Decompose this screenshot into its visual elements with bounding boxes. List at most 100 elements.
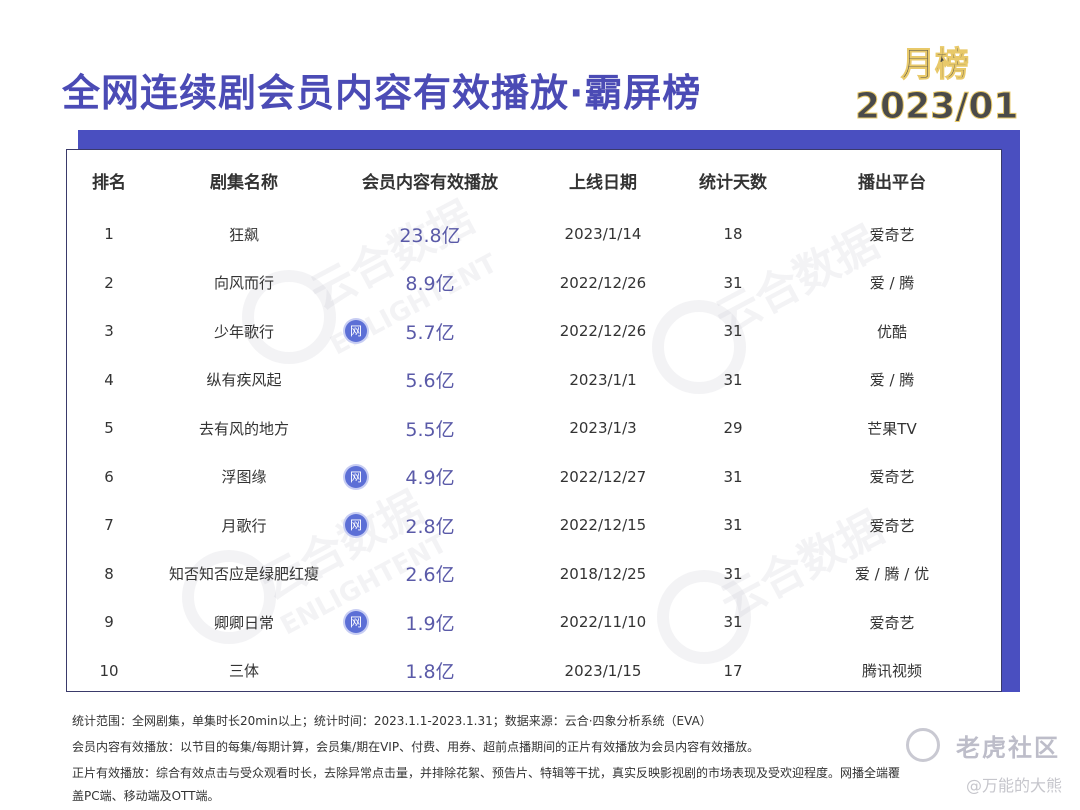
web-series-icon: 网 — [345, 514, 367, 537]
table-row: 1 狂飙 23.8亿 2023/1/14 18 爱奇艺 — [67, 210, 1001, 259]
web-series-icon: 网 — [345, 611, 367, 634]
plays-value: 5.5亿 — [405, 418, 455, 441]
column-header-date: 上线日期 — [569, 172, 637, 193]
days-cell: 31 — [723, 322, 743, 341]
plays-value: 5.6亿 — [405, 370, 455, 393]
name-cell: 向风而行 — [213, 274, 274, 293]
platform-cell: 腾讯视频 — [861, 662, 922, 681]
name-cell: 浮图缘 — [221, 468, 267, 487]
platform-cell: 爱奇艺 — [869, 613, 915, 632]
table-row: 10 三体 1.8亿 2023/1/15 17 腾讯视频 — [67, 647, 1001, 696]
plays-cell: 23.8亿 — [337, 210, 523, 259]
date-cell: 2023/1/3 — [569, 419, 637, 438]
plays-cell: 8.9亿 — [337, 259, 523, 308]
table-row: 2 向风而行 8.9亿 2022/12/26 31 爱 / 腾 — [67, 259, 1001, 308]
date-cell: 2023/1/1 — [569, 370, 637, 389]
name-cell: 狂飙 — [228, 225, 259, 244]
table-header-row: 排名 剧集名称 会员内容有效播放 上线日期 统计天数 播出平台 — [67, 150, 1001, 210]
plays-cell: 2.6亿 — [337, 550, 523, 599]
date-cell: 2023/1/15 — [564, 661, 642, 680]
date-cell: 2022/12/26 — [559, 273, 647, 292]
rank-cell: 2 — [104, 273, 114, 292]
column-header-plays: 会员内容有效播放 — [362, 172, 498, 193]
ranking-table: 排名 剧集名称 会员内容有效播放 上线日期 统计天数 播出平台 1 狂飙 23.8亿… — [67, 150, 1001, 695]
name-cell: 卿卿日常 — [213, 613, 274, 632]
web-series-icon: 网 — [345, 320, 367, 343]
days-cell: 31 — [723, 273, 743, 292]
date-cell: 2022/12/27 — [559, 467, 647, 486]
name-cell: 月歌行 — [221, 516, 267, 535]
days-cell: 31 — [723, 370, 743, 389]
plays-value: 5.7亿 — [405, 321, 455, 344]
name-cell: 知否知否应是绿肥红瘦 — [168, 565, 319, 584]
footnote-member-plays: 会员内容有效播放：以节目的每集/每期计算，会员集/期在VIP、付费、用券、超前点… — [72, 740, 760, 754]
column-header-rank: 排名 — [92, 172, 126, 193]
plays-value: 2.8亿 — [405, 515, 455, 538]
corner-brand: 老虎社区 — [956, 734, 1060, 762]
rank-cell: 1 — [104, 225, 114, 244]
badge-date: 2023/01 — [855, 86, 1019, 128]
rank-cell: 4 — [104, 370, 114, 389]
date-cell: 2022/12/26 — [559, 322, 647, 341]
days-cell: 31 — [723, 613, 743, 632]
plays-cell: 1.8亿 — [337, 647, 523, 696]
footnote-scope: 统计范围：全网剧集，单集时长20min以上；统计时间：2023.1.1-2023… — [72, 714, 712, 728]
plays-cell: 5.5亿 — [337, 404, 523, 453]
rank-cell: 5 — [104, 419, 114, 438]
column-header-days: 统计天数 — [699, 172, 767, 193]
table-row: 6 浮图缘 网 4.9亿 2022/12/27 31 爱奇艺 — [67, 453, 1001, 502]
rank-cell: 9 — [104, 613, 114, 632]
badge-label: 月榜 — [901, 45, 970, 86]
date-cell: 2018/12/25 — [559, 564, 647, 583]
days-cell: 18 — [723, 225, 743, 244]
rank-cell: 3 — [104, 322, 114, 341]
name-cell: 纵有疾风起 — [206, 371, 282, 390]
platform-cell: 爱奇艺 — [869, 468, 915, 487]
platform-cell: 爱奇艺 — [869, 516, 915, 535]
platform-cell: 爱 / 腾 — [869, 274, 915, 293]
rank-cell: 7 — [104, 516, 114, 535]
corner-handle: @万能的大熊 — [965, 776, 1062, 795]
rank-cell: 10 — [99, 661, 119, 680]
table-row: 5 去有风的地方 5.5亿 2023/1/3 29 芒果TV — [67, 404, 1001, 453]
plays-value: 1.8亿 — [405, 661, 455, 684]
column-header-platform: 播出平台 — [858, 172, 926, 193]
monthly-badge: 月榜 2023/01 — [855, 45, 1019, 129]
platform-cell: 爱 / 腾 / 优 — [854, 565, 930, 584]
days-cell: 29 — [723, 419, 743, 438]
plays-cell: 5.6亿 — [337, 356, 523, 405]
plays-value: 4.9亿 — [405, 467, 455, 490]
ranking-panel: 云合数据 ENLIGHTENT 云合数据 云合数据 ENLIGHTENT 云合数… — [66, 149, 1002, 692]
date-cell: 2022/12/15 — [559, 516, 647, 535]
table-row: 7 月歌行 网 2.8亿 2022/12/15 31 爱奇艺 — [67, 501, 1001, 550]
platform-cell: 爱 / 腾 — [869, 371, 915, 390]
tiger-logo-icon — [906, 728, 940, 762]
web-series-icon: 网 — [345, 465, 367, 488]
plays-value: 23.8亿 — [399, 224, 461, 247]
days-cell: 17 — [723, 661, 743, 680]
name-cell: 去有风的地方 — [198, 419, 289, 438]
plays-value: 8.9亿 — [405, 273, 455, 296]
page-title: 全网连续剧会员内容有效播放·霸屏榜 — [62, 71, 702, 115]
name-cell: 少年歌行 — [213, 322, 274, 341]
days-cell: 31 — [723, 516, 743, 535]
footnote-coverage: 盖PC端、移动端及OTT端。 — [72, 789, 220, 803]
plays-cell: 网 2.8亿 — [337, 501, 523, 550]
table-row: 8 知否知否应是绿肥红瘦 2.6亿 2018/12/25 31 爱 / 腾 / 优 — [67, 550, 1001, 599]
days-cell: 31 — [723, 467, 743, 486]
plays-value: 2.6亿 — [405, 564, 455, 587]
column-header-name: 剧集名称 — [210, 172, 278, 193]
rank-cell: 8 — [104, 564, 114, 583]
date-cell: 2022/11/10 — [559, 613, 647, 632]
rank-cell: 6 — [104, 467, 114, 486]
plays-cell: 网 5.7亿 — [337, 307, 523, 356]
plays-cell: 网 1.9亿 — [337, 598, 523, 647]
platform-cell: 优酷 — [876, 322, 907, 341]
table-row: 3 少年歌行 网 5.7亿 2022/12/26 31 优酷 — [67, 307, 1001, 356]
platform-cell: 芒果TV — [867, 419, 917, 438]
plays-cell: 网 4.9亿 — [337, 453, 523, 502]
platform-cell: 爱奇艺 — [869, 225, 915, 244]
name-cell: 三体 — [228, 662, 259, 681]
plays-value: 1.9亿 — [405, 612, 455, 635]
days-cell: 31 — [723, 564, 743, 583]
